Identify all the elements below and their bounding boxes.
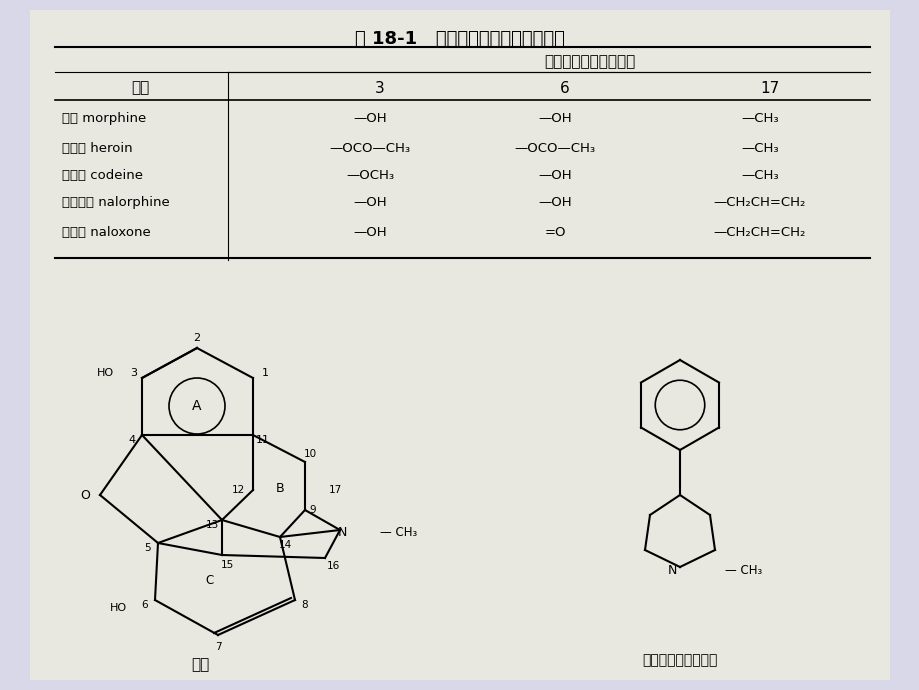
FancyBboxPatch shape: [30, 10, 889, 680]
Text: —OH: —OH: [353, 195, 386, 208]
Text: —OH: —OH: [353, 226, 386, 239]
Text: 3: 3: [130, 368, 137, 378]
Text: 6: 6: [142, 600, 148, 610]
Text: —CH₃: —CH₃: [741, 168, 778, 181]
Text: 14: 14: [278, 540, 291, 550]
Text: 11: 11: [255, 435, 269, 445]
Text: 1: 1: [261, 368, 268, 378]
Text: 可待因 codeine: 可待因 codeine: [62, 168, 142, 181]
Text: A: A: [192, 399, 201, 413]
Text: N: N: [666, 564, 676, 577]
Text: HO: HO: [96, 368, 114, 378]
Text: 4: 4: [129, 435, 135, 445]
Text: 吗啡 morphine: 吗啡 morphine: [62, 112, 146, 124]
Text: 化学基团和取代的位置: 化学基团和取代的位置: [544, 55, 635, 70]
Text: 7: 7: [214, 642, 221, 652]
Text: 烯丙吗啡 nalorphine: 烯丙吗啡 nalorphine: [62, 195, 170, 208]
Text: —OCH₃: —OCH₃: [346, 168, 393, 181]
Text: 海洛因 heroin: 海洛因 heroin: [62, 141, 132, 155]
Text: =O: =O: [544, 226, 565, 239]
Text: 5: 5: [144, 543, 151, 553]
Text: 苯基哌啶类基本结构: 苯基哌啶类基本结构: [641, 653, 717, 667]
Text: 10: 10: [303, 449, 316, 459]
Text: B: B: [276, 482, 284, 495]
Text: —OCO—CH₃: —OCO—CH₃: [514, 141, 595, 155]
Text: —CH₃: —CH₃: [741, 141, 778, 155]
Text: —OCO—CH₃: —OCO—CH₃: [329, 141, 410, 155]
Text: — CH₃: — CH₃: [380, 526, 417, 540]
Text: —OH: —OH: [353, 112, 386, 124]
Text: O: O: [80, 489, 90, 502]
Text: 13: 13: [205, 520, 219, 530]
Text: —CH₂CH=CH₂: —CH₂CH=CH₂: [713, 226, 805, 239]
Text: 17: 17: [328, 485, 341, 495]
Text: N: N: [337, 526, 346, 540]
Text: —OH: —OH: [538, 195, 572, 208]
Text: C: C: [206, 573, 214, 586]
Text: —CH₃: —CH₃: [741, 112, 778, 124]
Text: 药物: 药物: [130, 81, 149, 95]
Text: —OH: —OH: [538, 168, 572, 181]
Text: 9: 9: [310, 505, 316, 515]
Text: —OH: —OH: [538, 112, 572, 124]
Text: 16: 16: [326, 561, 339, 571]
Text: 纳洛酮 naloxone: 纳洛酮 naloxone: [62, 226, 151, 239]
Text: — CH₃: — CH₃: [724, 564, 762, 577]
Text: 12: 12: [232, 485, 244, 495]
Text: 吗啡: 吗啡: [190, 658, 209, 673]
Text: 表 18-1   吗啡及其衍生物的化学结构: 表 18-1 吗啡及其衍生物的化学结构: [355, 30, 564, 48]
Text: HO: HO: [109, 603, 127, 613]
Text: 8: 8: [301, 600, 308, 610]
Text: 3: 3: [375, 81, 384, 95]
Text: 2: 2: [193, 333, 200, 343]
Text: —CH₂CH=CH₂: —CH₂CH=CH₂: [713, 195, 805, 208]
Text: 17: 17: [759, 81, 778, 95]
Text: 6: 6: [560, 81, 569, 95]
Text: 15: 15: [221, 560, 233, 570]
